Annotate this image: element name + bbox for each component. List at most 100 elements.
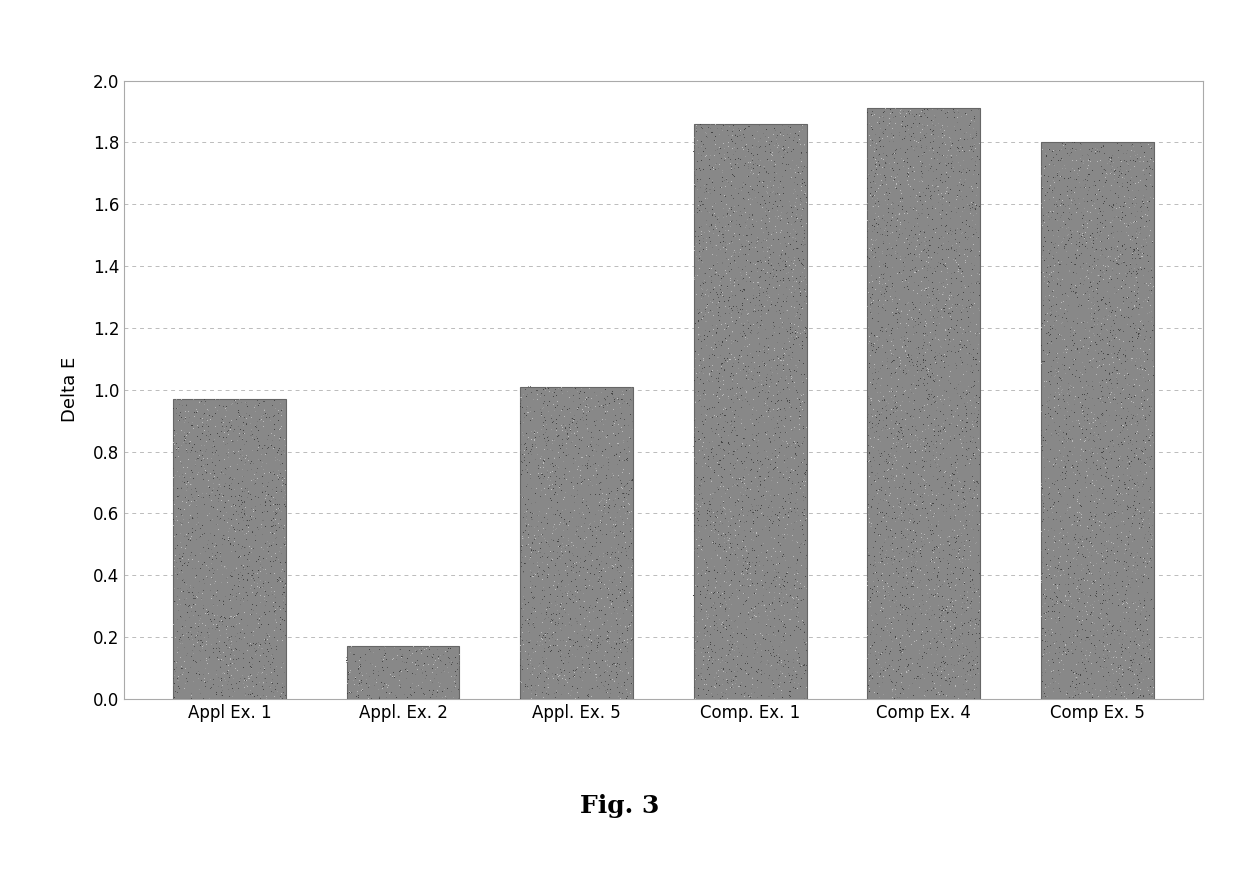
Point: [169, 679, 188, 694]
Point: [164, 573, 184, 588]
Point: [1107, 381, 1127, 395]
Point: [591, 678, 611, 693]
Point: [911, 535, 931, 549]
Point: [966, 125, 986, 139]
Point: [1078, 309, 1097, 323]
Point: [872, 371, 892, 385]
Point: [1049, 223, 1069, 237]
Point: [872, 267, 892, 281]
Point: [918, 408, 937, 422]
Point: [410, 668, 430, 682]
Point: [248, 666, 268, 680]
Point: [341, 686, 361, 701]
Point: [577, 459, 596, 473]
Point: [732, 209, 751, 223]
Point: [765, 343, 785, 358]
Point: [1034, 274, 1054, 289]
Point: [1117, 164, 1137, 178]
Point: [593, 510, 613, 524]
Point: [254, 534, 274, 548]
Point: [517, 409, 537, 423]
Point: [884, 499, 904, 513]
Point: [1109, 146, 1128, 160]
Point: [1049, 684, 1069, 698]
Point: [1140, 652, 1159, 667]
Point: [615, 640, 635, 654]
Point: [915, 313, 935, 327]
Point: [551, 555, 570, 569]
Point: [1087, 144, 1107, 159]
Point: [877, 444, 897, 458]
Point: [715, 179, 735, 194]
Point: [533, 525, 553, 539]
Point: [417, 641, 436, 655]
Point: [878, 579, 898, 593]
Point: [580, 401, 600, 415]
Point: [250, 573, 270, 588]
Point: [724, 597, 744, 611]
Point: [616, 621, 636, 635]
Point: [753, 545, 773, 559]
Point: [242, 427, 262, 442]
Point: [604, 615, 624, 629]
Point: [961, 650, 981, 664]
Point: [878, 340, 898, 355]
Point: [534, 431, 554, 445]
Point: [565, 637, 585, 651]
Point: [1102, 685, 1122, 699]
Point: [776, 494, 796, 508]
Point: [222, 459, 242, 473]
Point: [714, 585, 734, 599]
Point: [1141, 616, 1161, 630]
Point: [1118, 442, 1138, 456]
Point: [252, 667, 272, 681]
Point: [1070, 358, 1090, 372]
Point: [572, 664, 591, 678]
Point: [1049, 160, 1069, 175]
Point: [258, 399, 278, 413]
Point: [224, 671, 244, 685]
Point: [715, 487, 735, 501]
Point: [715, 324, 735, 339]
Point: [1039, 418, 1059, 433]
Point: [926, 287, 946, 301]
Point: [750, 495, 770, 510]
Point: [867, 213, 887, 228]
Point: [1100, 296, 1120, 310]
Point: [1138, 137, 1158, 151]
Point: [1136, 292, 1156, 306]
Point: [226, 545, 246, 559]
Point: [784, 215, 804, 229]
Point: [724, 445, 744, 460]
Point: [717, 537, 737, 551]
Point: [940, 293, 960, 307]
Point: [786, 505, 806, 520]
Point: [869, 170, 889, 185]
Point: [171, 650, 191, 665]
Point: [790, 222, 810, 237]
Point: [774, 254, 794, 268]
Point: [771, 129, 791, 143]
Point: [1039, 241, 1059, 255]
Point: [1054, 468, 1074, 482]
Point: [756, 545, 776, 559]
Point: [919, 612, 939, 626]
Point: [1107, 372, 1127, 386]
Point: [1045, 503, 1065, 517]
Point: [897, 567, 916, 582]
Point: [268, 676, 288, 691]
Point: [1058, 405, 1078, 419]
Point: [538, 431, 558, 445]
Point: [904, 515, 924, 530]
Point: [1045, 535, 1065, 549]
Point: [1121, 325, 1141, 340]
Point: [781, 429, 801, 444]
Point: [583, 539, 603, 554]
Point: [590, 573, 610, 587]
Point: [733, 337, 753, 351]
Point: [755, 633, 775, 647]
Point: [966, 447, 986, 461]
Point: [172, 668, 192, 682]
Point: [575, 490, 595, 504]
Point: [1143, 669, 1163, 684]
